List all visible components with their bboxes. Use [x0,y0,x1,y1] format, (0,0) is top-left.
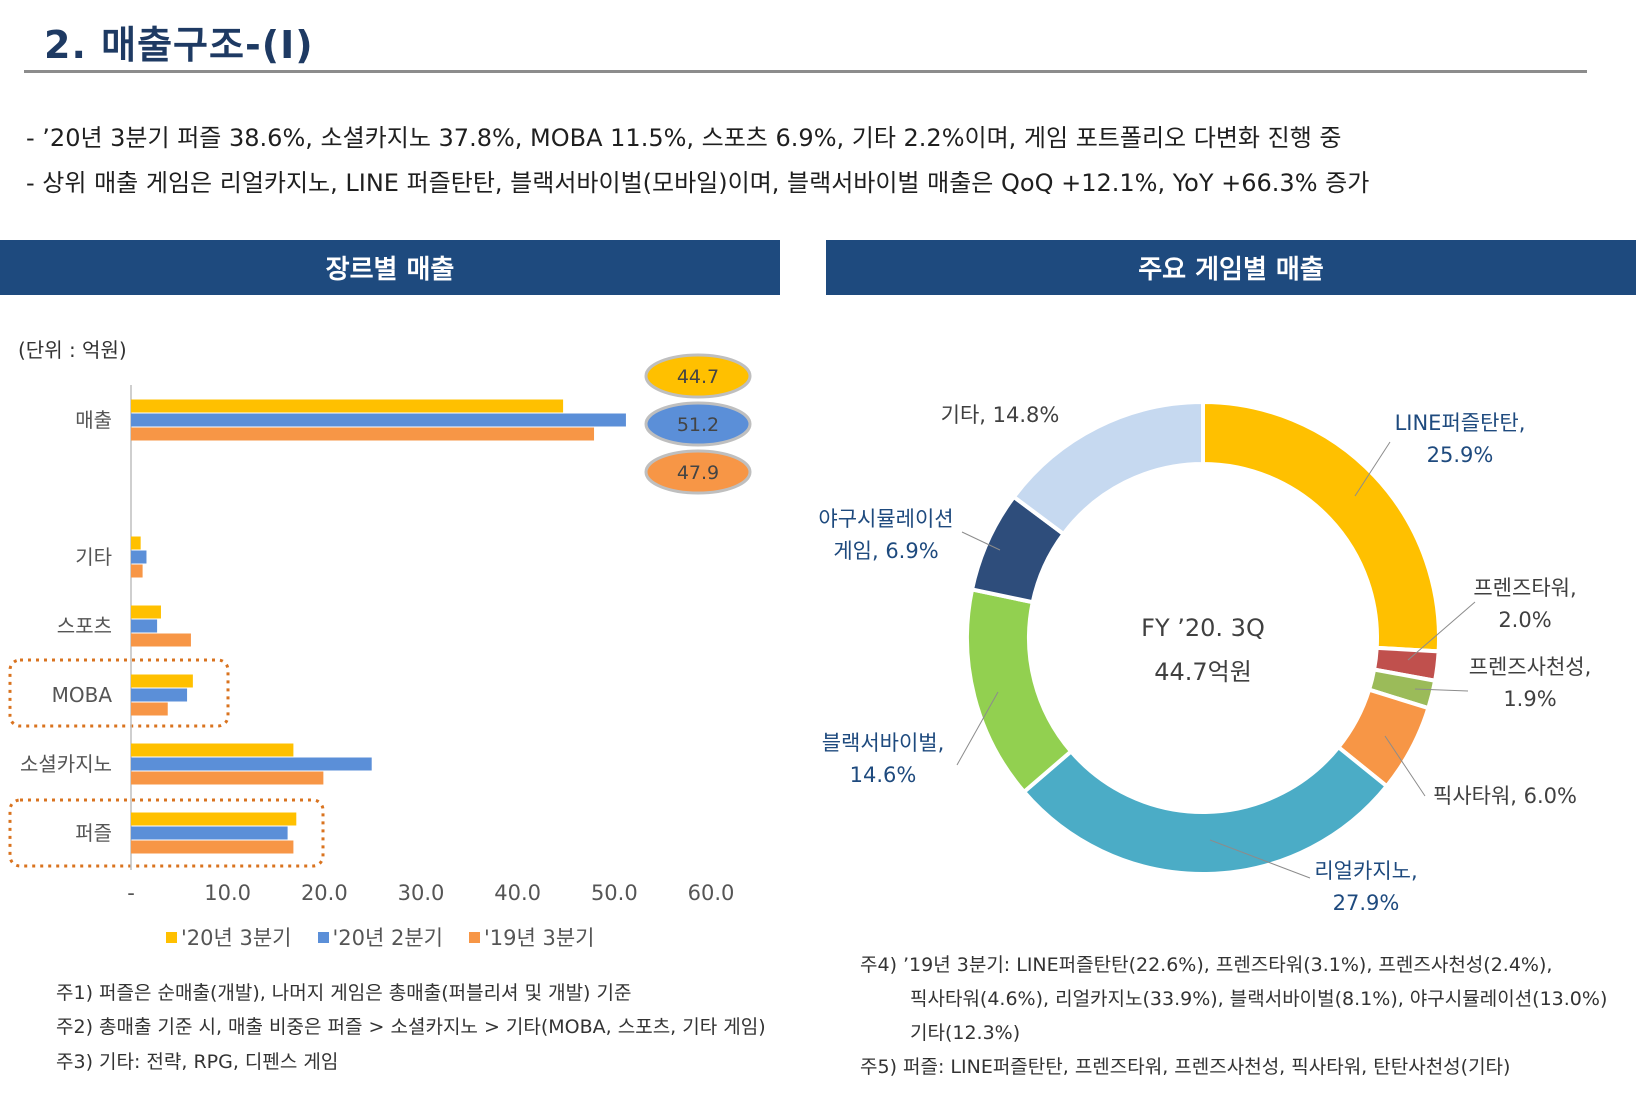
leader-line [1384,735,1426,797]
legend-item: '19년 3분기 [469,922,595,952]
summary-bullet-2: - 상위 매출 게임은 리얼카지노, LINE 퍼즐탄탄, 블랙서바이벌(모바일… [26,169,1370,197]
bar [131,427,595,441]
bar [131,743,294,757]
leader-line [1209,839,1311,879]
slice-label: 기타, 14.8% [941,403,1060,427]
footnote-4-cont2: 기타(12.3%) [910,1022,1021,1044]
slice-label: 야구시뮬레이션 [818,507,953,531]
footnote-4-cont: 픽사타워(4.6%), 리얼카지노(33.9%), 블랙서바이벌(8.1%), … [910,988,1608,1010]
donut-slice [1011,399,1205,537]
bar [131,771,324,785]
category-label: 기타 [75,545,112,569]
x-tick-label: 60.0 [688,881,735,905]
donut-slice [1021,744,1390,876]
donut-center-title: FY ’20. 3Q [1141,614,1265,642]
slice-label: 1.9% [1503,687,1556,711]
genre-revenue-header: 장르별 매출 [0,240,780,295]
legend-swatch [469,931,480,943]
footnote-3: 주3) 기타: 전략, RPG, 디펜스 게임 [56,1051,339,1073]
category-label: 퍼즐 [75,821,112,845]
leader-line [956,691,999,766]
leader-line [1414,688,1469,692]
legend-label: '20년 3분기 [181,926,292,950]
bar [131,702,168,716]
slice-label: 픽사타워, 6.0% [1433,784,1577,808]
bar-legend: '20년 3분기 '20년 2분기 '19년 3분기 [166,922,595,952]
donut-center-value: 44.7억원 [1154,658,1252,686]
category-label: 스포츠 [57,614,112,638]
category-label: 매출 [75,408,112,432]
game-revenue-header: 주요 게임별 매출 [826,240,1636,295]
slice-label: 14.6% [850,763,917,787]
leader-line [1407,601,1476,661]
bar [131,619,158,633]
bar [131,536,141,550]
bar [131,633,191,647]
bar [131,564,143,578]
leader-line [961,531,1001,551]
unit-label: (단위 : 억원) [18,338,127,362]
highlight-box [8,658,230,728]
bar [131,413,626,427]
callout-value: 47.9 [677,462,719,484]
footnote-2: 주2) 총매출 기준 시, 매출 비중은 퍼즐 > 소셜카지노 > 기타(MOB… [56,1016,766,1038]
bar [131,674,193,688]
legend-swatch [317,931,329,943]
legend-label: '19년 3분기 [484,926,595,950]
bar [131,757,372,771]
callout-oval [644,449,752,495]
legend-label: '20년 2분기 [332,926,444,950]
slice-label: 25.9% [1427,443,1494,467]
x-tick-label: 30.0 [398,881,445,905]
callout-value: 51.2 [677,414,719,436]
bar [131,550,147,564]
game-donut-chart: FY ’20. 3Q 44.7억원 LINE퍼즐탄탄, 25.9% 프렌즈타워, 2.0%… [818,399,1592,910]
legend-item: '20년 3분기 [166,922,292,952]
slice-label: 블랙서바이벌, [822,731,945,755]
slice-label: 2.0% [1498,608,1551,632]
category-label: 소셜카지노 [20,752,112,776]
slice-label: 프렌즈사천성, [1469,655,1592,679]
slice-label: 프렌즈타워, [1473,576,1576,600]
title-divider [24,70,1587,73]
callout-oval [644,353,752,399]
slice-label: LINE퍼즐탄탄, [1395,411,1526,435]
legend-swatch [166,931,177,943]
slice-label: 리얼카지노, [1314,859,1417,883]
footnote-1: 주1) 퍼즐은 순매출(개발), 나머지 게임은 총매출(퍼블리셔 및 개발) … [56,982,632,1004]
bar [131,688,188,702]
x-tick-label: 10.0 [204,881,251,905]
bar [131,826,288,840]
bar [131,840,294,854]
footnote-4: 주4) ’19년 3분기: LINE퍼즐탄탄(22.6%), 프렌즈타워(3.1… [860,954,1553,976]
callout-oval [644,401,752,447]
category-label: MOBA [52,683,113,707]
x-tick-label: 40.0 [494,881,541,905]
summary-bullet-1: - ’20년 3분기 퍼즐 38.6%, 소셜카지노 37.8%, MOBA 1… [26,124,1342,152]
bar [131,399,564,413]
x-tick-label: - [127,881,135,905]
x-tick-label: 20.0 [301,881,348,905]
legend-item: '20년 2분기 [317,922,444,952]
callout-value: 44.7 [677,366,719,388]
highlight-box [8,798,325,868]
bar [131,812,297,826]
page-title: 2. 매출구조-(I) [44,23,314,67]
donut-slice [965,587,1074,795]
bar [131,605,161,619]
x-tick-label: 50.0 [591,881,638,905]
slice-label: 게임, 6.9% [833,539,938,563]
leader-line [1354,441,1391,497]
slice-label: 27.9% [1333,891,1400,910]
footnote-5: 주5) 퍼즐: LINE퍼즐탄탄, 프렌즈타워, 프렌즈사천성, 픽사타워, 탄… [860,1056,1511,1078]
